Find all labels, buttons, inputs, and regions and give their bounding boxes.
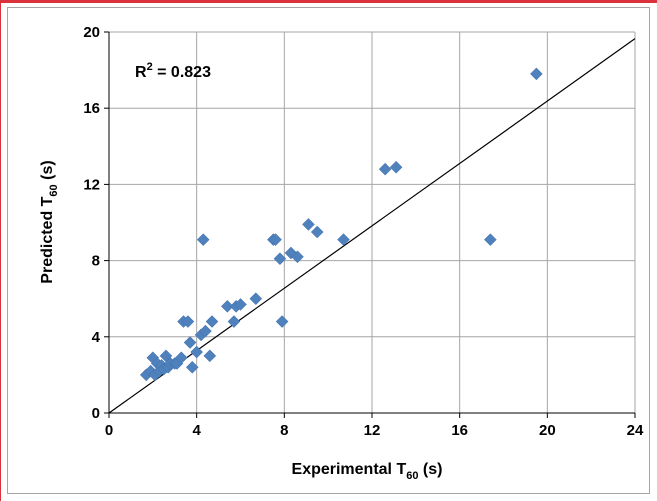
r-squared-value: = 0.823 — [153, 64, 211, 81]
y-axis-title-sub: 60 — [48, 184, 60, 196]
y-axis-title-unit: (s) — [39, 160, 56, 184]
data-point-marker — [174, 351, 188, 365]
y-tick-label: 0 — [92, 405, 100, 422]
data-point-marker — [199, 324, 212, 338]
y-axis-title-main: Predicted T — [39, 196, 56, 283]
x-tick-label: 8 — [280, 422, 288, 439]
data-point-marker — [483, 233, 497, 246]
x-tick-label: 16 — [451, 422, 468, 439]
y-tick-label: 12 — [83, 176, 100, 193]
x-tick-labels: 0 4 8 12 16 20 24 — [105, 413, 644, 439]
x-tick-label: 4 — [192, 422, 201, 439]
data-point-marker — [530, 67, 543, 81]
r-squared-sup: 2 — [147, 61, 153, 73]
data-point-marker — [249, 292, 263, 306]
data-point-marker — [378, 162, 392, 176]
r-squared-annotation: R2 = 0.823 — [135, 61, 211, 81]
y-tick-label: 16 — [83, 100, 100, 117]
y-tick-label: 20 — [83, 24, 100, 41]
data-point-marker — [203, 349, 217, 363]
data-point-marker — [185, 360, 199, 374]
data-point-marker — [389, 160, 403, 174]
y-tick-labels: 0 4 8 12 16 20 — [83, 24, 109, 422]
data-point-marker — [220, 299, 234, 313]
x-tick-label: 0 — [105, 422, 113, 439]
data-point-marker — [205, 315, 219, 328]
x-tick-label: 24 — [627, 422, 644, 439]
x-axis-title-sub: 60 — [406, 470, 418, 482]
data-point-marker — [284, 246, 298, 260]
data-point-marker — [183, 336, 197, 349]
left-accent-rule — [0, 3, 1, 501]
data-point-marker — [302, 218, 315, 231]
data-point-marker — [337, 233, 350, 246]
data-point-marker — [269, 233, 282, 246]
data-point-marker — [181, 315, 195, 328]
gridlines — [109, 31, 636, 413]
y-tick-label: 8 — [92, 253, 100, 270]
data-point-marker — [310, 225, 324, 239]
x-tick-label: 12 — [364, 422, 381, 439]
chart-frame — [7, 7, 650, 494]
data-point-marker — [234, 298, 247, 311]
data-points — [139, 67, 543, 382]
y-tick-label: 4 — [92, 329, 101, 346]
x-axis-title-unit: (s) — [418, 461, 442, 478]
data-point-marker — [275, 315, 289, 328]
r-squared-prefix: R — [135, 64, 147, 81]
x-axis-title-main: Experimental T — [292, 461, 407, 478]
data-point-marker — [291, 250, 304, 264]
data-point-marker — [196, 233, 210, 246]
x-axis-title: Experimental T60 (s) — [292, 461, 443, 482]
data-point-marker — [227, 315, 241, 328]
data-point-marker — [273, 252, 287, 266]
y-axis-title: Predicted T60 (s) — [39, 160, 60, 283]
data-point-marker — [190, 345, 204, 359]
x-tick-label: 20 — [539, 422, 556, 439]
top-accent-rule — [0, 0, 657, 3]
